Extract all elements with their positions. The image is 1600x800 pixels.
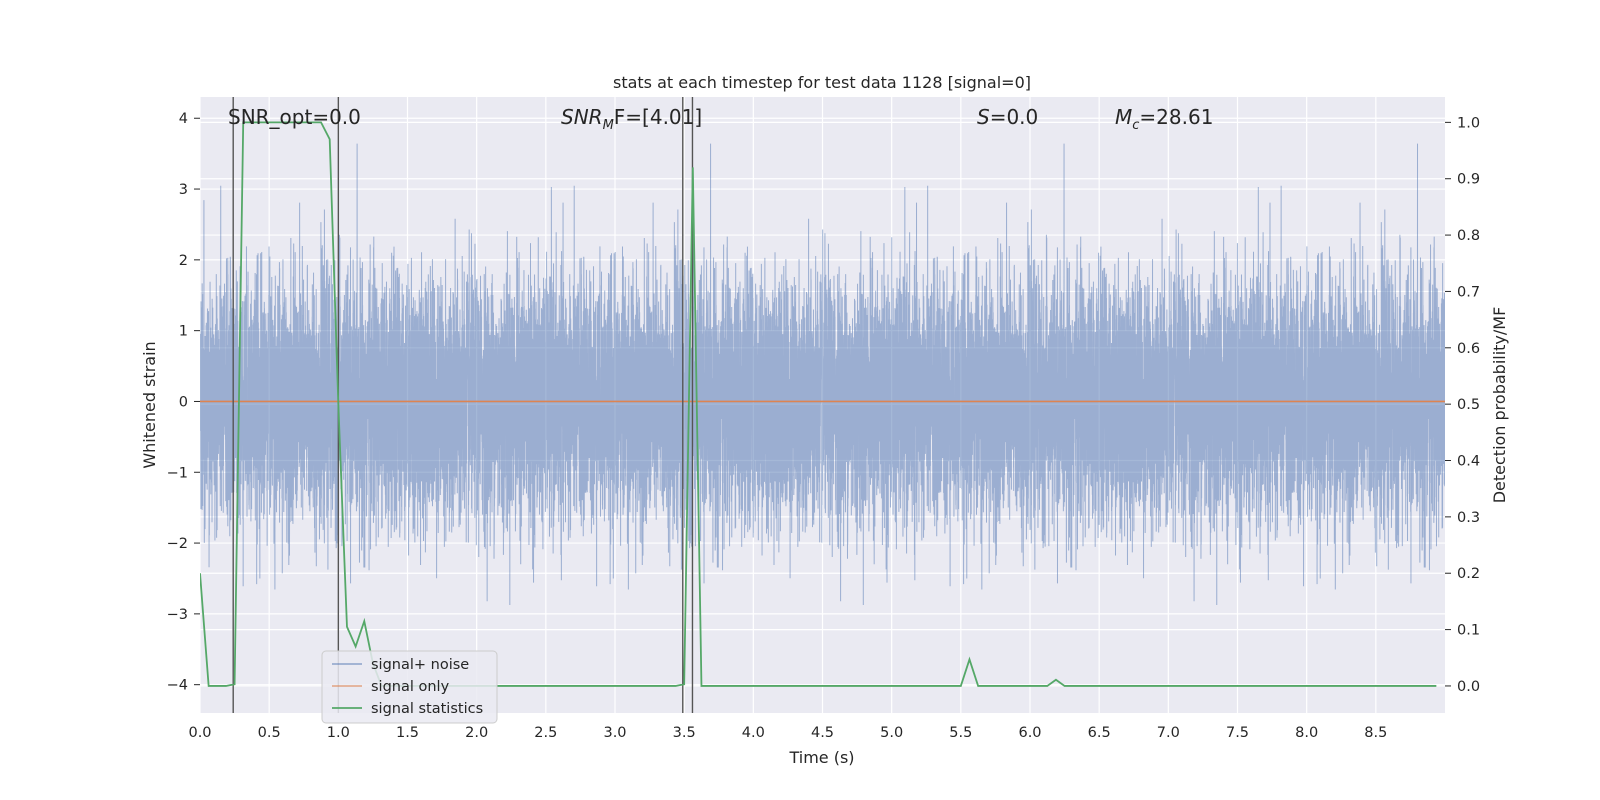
annotation-s-main: S [977, 105, 990, 129]
y-right-tick-label: 0.7 [1457, 284, 1480, 300]
x-tick-label: 0.5 [258, 725, 281, 741]
y-right-tick-label: 0.6 [1457, 341, 1480, 357]
annotation-snr-mf-rest: F=[4.01] [614, 105, 702, 129]
x-tick-label: 8.0 [1295, 725, 1318, 741]
x-tick-label: 4.0 [742, 725, 765, 741]
x-tick-label: 3.5 [673, 725, 696, 741]
annotation-mc-sub: c [1132, 118, 1139, 133]
x-tick-label: 7.0 [1157, 725, 1180, 741]
y-right-tick-label: 0.8 [1457, 228, 1480, 244]
x-tick-label: 5.5 [949, 725, 972, 741]
y-right-tick-label: 0.9 [1457, 172, 1480, 188]
series-signal-noise [200, 143, 1445, 606]
y-axis-label: Whitened strain [140, 341, 159, 468]
x-tick-label: 7.5 [1226, 725, 1249, 741]
x-tick-label: 6.0 [1018, 725, 1041, 741]
y-right-tick-label: 0.4 [1457, 454, 1480, 470]
y-tick-label: 0 [179, 394, 188, 410]
y-right-axis-label: Detection probability/MF [1490, 307, 1509, 504]
y-right-tick-label: 1.0 [1457, 115, 1480, 131]
y-right-tick-label: 0.1 [1457, 623, 1480, 639]
legend: signal+ noise signal only signal statist… [321, 650, 498, 724]
y-right-tick-label: 0.2 [1457, 566, 1480, 582]
y-tick-label: 2 [179, 253, 188, 269]
legend-label-signal-statistics: signal statistics [371, 701, 483, 717]
y-right-tick-label: 0.5 [1457, 397, 1480, 413]
legend-label-signal-noise: signal+ noise [371, 657, 469, 673]
x-tick-label: 8.5 [1364, 725, 1387, 741]
y-tick-label: −4 [167, 678, 188, 694]
x-tick-label: 1.0 [327, 725, 350, 741]
x-tick-label: 4.5 [811, 725, 834, 741]
y-tick-label: 3 [179, 182, 188, 198]
y-right-tick-label: 0.0 [1457, 679, 1480, 695]
y-tick-labels: −4 −3 −2 −1 0 1 2 3 4 [167, 111, 200, 694]
annotation-mc-main: M [1115, 105, 1132, 129]
y-tick-label: −2 [167, 536, 188, 552]
x-tick-label: 5.0 [880, 725, 903, 741]
y-tick-label: −3 [167, 607, 188, 623]
annotation-mc: Mc=28.61 [1115, 105, 1213, 133]
annotation-snr-mf-sub: M [603, 118, 614, 133]
x-tick-label: 1.5 [396, 725, 419, 741]
x-axis-label: Time (s) [788, 748, 854, 767]
y-tick-label: −1 [167, 465, 188, 481]
annotation-mc-rest: =28.61 [1139, 105, 1213, 129]
legend-label-signal-only: signal only [371, 679, 450, 695]
y-right-tick-label: 0.3 [1457, 510, 1480, 526]
x-tick-label: 3.0 [603, 725, 626, 741]
annotation-snr-mf-main: SNR [561, 105, 603, 129]
plot-area [200, 97, 1445, 713]
x-tick-label: 0.0 [188, 725, 211, 741]
y-tick-label: 1 [179, 324, 188, 340]
x-tick-labels: 0.0 0.5 1.0 1.5 2.0 2.5 3.0 3.5 4.0 4.5 5.0 5.5 6.0 6… [188, 725, 1387, 741]
x-tick-label: 2.5 [534, 725, 557, 741]
annotation-snr-mf: SNRMF=[4.01] [561, 105, 702, 133]
annotation-s: S=0.0 [977, 105, 1038, 129]
chart-title: stats at each timestep for test data 112… [613, 73, 1031, 92]
annotation-s-rest: =0.0 [990, 105, 1039, 129]
legend-box [321, 650, 498, 724]
annotation-snr-opt: SNR_opt=0.0 [228, 105, 361, 129]
x-tick-label: 6.5 [1088, 725, 1111, 741]
x-tick-label: 2.0 [465, 725, 488, 741]
y-right-tick-labels: 0.0 0.1 0.2 0.3 0.4 0.5 0.6 0.7 0.8 0.9 1.0 [1445, 115, 1480, 695]
y-tick-label: 4 [179, 111, 188, 127]
